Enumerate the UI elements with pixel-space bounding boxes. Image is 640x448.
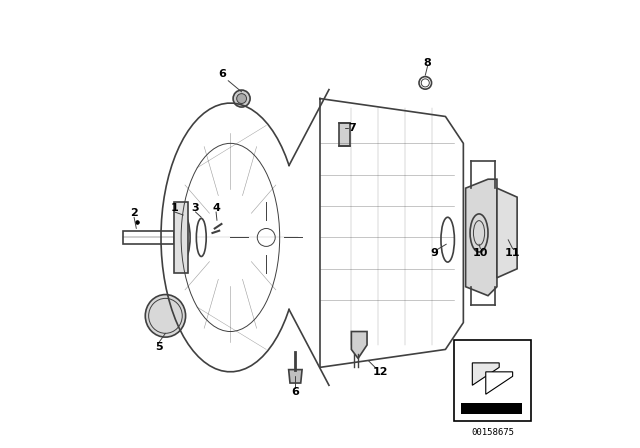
Text: 12: 12	[372, 367, 388, 377]
Polygon shape	[486, 372, 513, 394]
Text: 00158675: 00158675	[471, 428, 514, 437]
Text: 6: 6	[218, 69, 227, 79]
Polygon shape	[472, 363, 499, 385]
Text: 8: 8	[424, 58, 431, 68]
Text: 2: 2	[130, 208, 138, 218]
Polygon shape	[497, 188, 517, 278]
Text: 5: 5	[155, 342, 163, 352]
Text: 1: 1	[170, 203, 179, 213]
Bar	[461, 403, 522, 414]
Text: 6: 6	[291, 387, 300, 397]
Text: 11: 11	[505, 248, 520, 258]
Ellipse shape	[145, 295, 186, 337]
Text: 9: 9	[430, 248, 438, 258]
Text: 10: 10	[473, 248, 488, 258]
Polygon shape	[466, 179, 497, 296]
Polygon shape	[339, 123, 350, 146]
Text: 3: 3	[191, 203, 199, 213]
Text: 7: 7	[348, 123, 356, 133]
Bar	[454, 340, 531, 421]
Polygon shape	[174, 202, 188, 273]
Polygon shape	[351, 332, 367, 358]
Polygon shape	[289, 370, 302, 383]
Ellipse shape	[237, 94, 246, 103]
Text: 4: 4	[212, 203, 220, 213]
Ellipse shape	[233, 90, 250, 107]
